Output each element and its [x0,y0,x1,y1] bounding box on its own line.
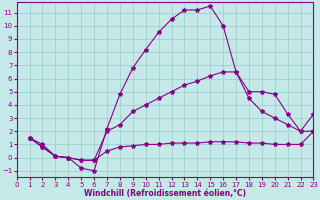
X-axis label: Windchill (Refroidissement éolien,°C): Windchill (Refroidissement éolien,°C) [84,189,246,198]
